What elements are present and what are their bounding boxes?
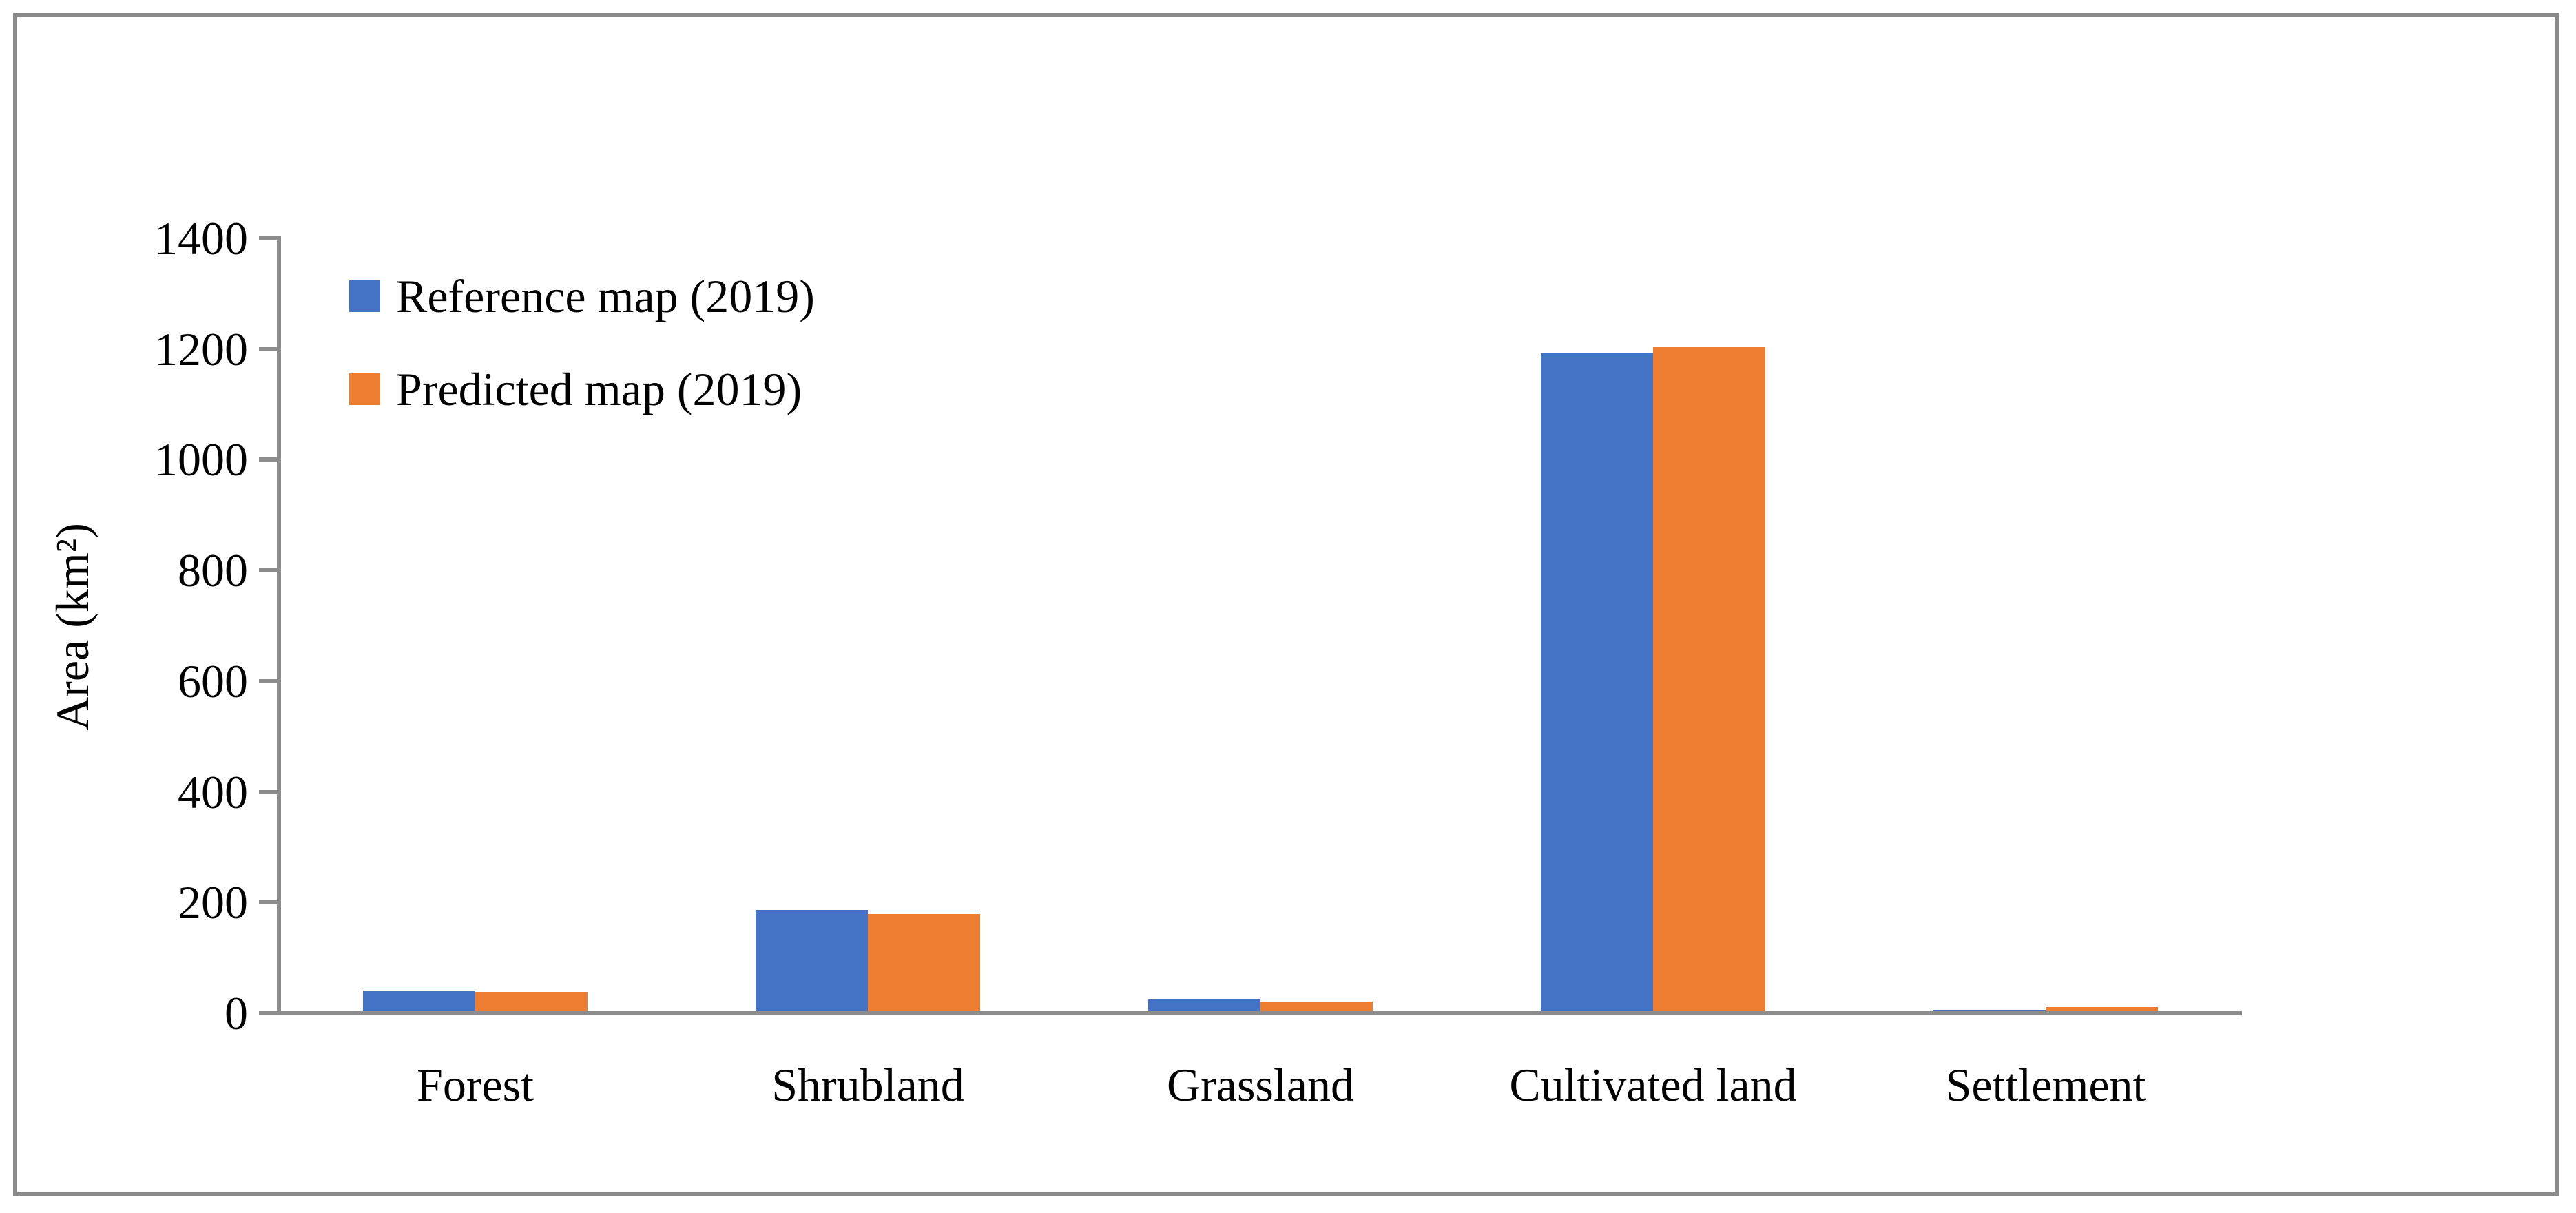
y-axis-tick-label: 400 (178, 766, 248, 818)
y-axis-tick-label: 1400 (154, 212, 248, 265)
y-axis-tick (259, 679, 280, 683)
bar-reference-shrubland (756, 910, 868, 1011)
bar-predicted-grassland (1260, 1002, 1373, 1011)
y-axis-tick (259, 900, 280, 904)
x-axis-category-label: Cultivated land (1509, 1059, 1797, 1111)
bar-reference-forest (363, 991, 475, 1011)
y-axis-tick (259, 347, 280, 351)
bar-reference-cultivated-land (1541, 353, 1653, 1011)
legend-label-predicted: Predicted map (2019) (396, 363, 802, 415)
bar-predicted-shrubland (868, 914, 980, 1011)
bar-predicted-cultivated-land (1653, 347, 1765, 1011)
legend-swatch-predicted-icon (349, 373, 380, 405)
legend-swatch-reference-icon (349, 280, 380, 312)
bar-predicted-settlement (2046, 1007, 2158, 1011)
x-axis-category-label: Forest (417, 1059, 534, 1111)
y-axis-tick-label: 200 (178, 876, 248, 929)
legend-label-reference: Reference map (2019) (396, 270, 815, 322)
legend-item-reference: Reference map (2019) (349, 271, 815, 321)
bar-reference-grassland (1148, 999, 1260, 1011)
y-axis-line (277, 236, 281, 1015)
x-axis-line (259, 1011, 2242, 1015)
y-axis-tick (259, 236, 280, 240)
y-axis-tick-label: 800 (178, 544, 248, 597)
figure-border (13, 13, 2559, 1196)
y-axis-tick (259, 568, 280, 572)
y-axis-tick (259, 457, 280, 462)
bar-reference-settlement (1933, 1010, 2046, 1011)
y-axis-tick (259, 790, 280, 794)
y-axis-tick-label: 1000 (154, 433, 248, 486)
y-axis-tick-label: 600 (178, 655, 248, 707)
x-axis-category-label: Settlement (1945, 1059, 2146, 1111)
x-axis-category-label: Grassland (1167, 1059, 1354, 1111)
y-axis-tick-label: 0 (225, 987, 248, 1039)
legend-item-predicted: Predicted map (2019) (349, 364, 802, 414)
y-axis-tick-label: 1200 (154, 323, 248, 375)
x-axis-category-label: Shrubland (771, 1059, 964, 1111)
bar-predicted-forest (475, 992, 588, 1011)
